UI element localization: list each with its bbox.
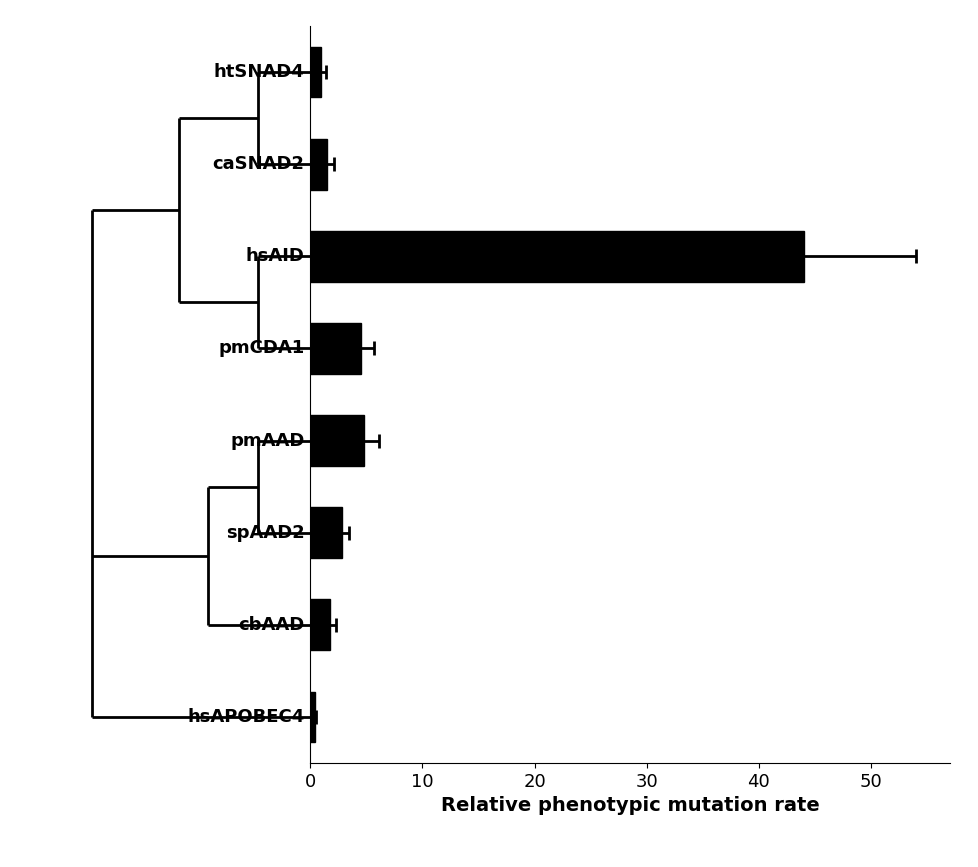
Bar bbox=[310, 599, 330, 650]
Bar bbox=[310, 323, 360, 374]
Bar bbox=[310, 139, 327, 190]
Bar bbox=[310, 507, 341, 558]
Text: pmAAD: pmAAD bbox=[230, 432, 304, 450]
X-axis label: Relative phenotypic mutation rate: Relative phenotypic mutation rate bbox=[440, 796, 819, 815]
Text: htSNAD4: htSNAD4 bbox=[213, 63, 304, 81]
Bar bbox=[310, 47, 321, 97]
Text: hsAPOBEC4: hsAPOBEC4 bbox=[187, 707, 304, 726]
Text: pmCDA1: pmCDA1 bbox=[218, 339, 304, 357]
Text: hsAID: hsAID bbox=[245, 247, 304, 265]
Bar bbox=[310, 415, 364, 466]
Text: cbAAD: cbAAD bbox=[238, 616, 304, 634]
Text: caSNAD2: caSNAD2 bbox=[212, 155, 304, 173]
Bar bbox=[310, 231, 803, 282]
Bar bbox=[310, 692, 314, 742]
Text: spAAD2: spAAD2 bbox=[225, 524, 304, 542]
